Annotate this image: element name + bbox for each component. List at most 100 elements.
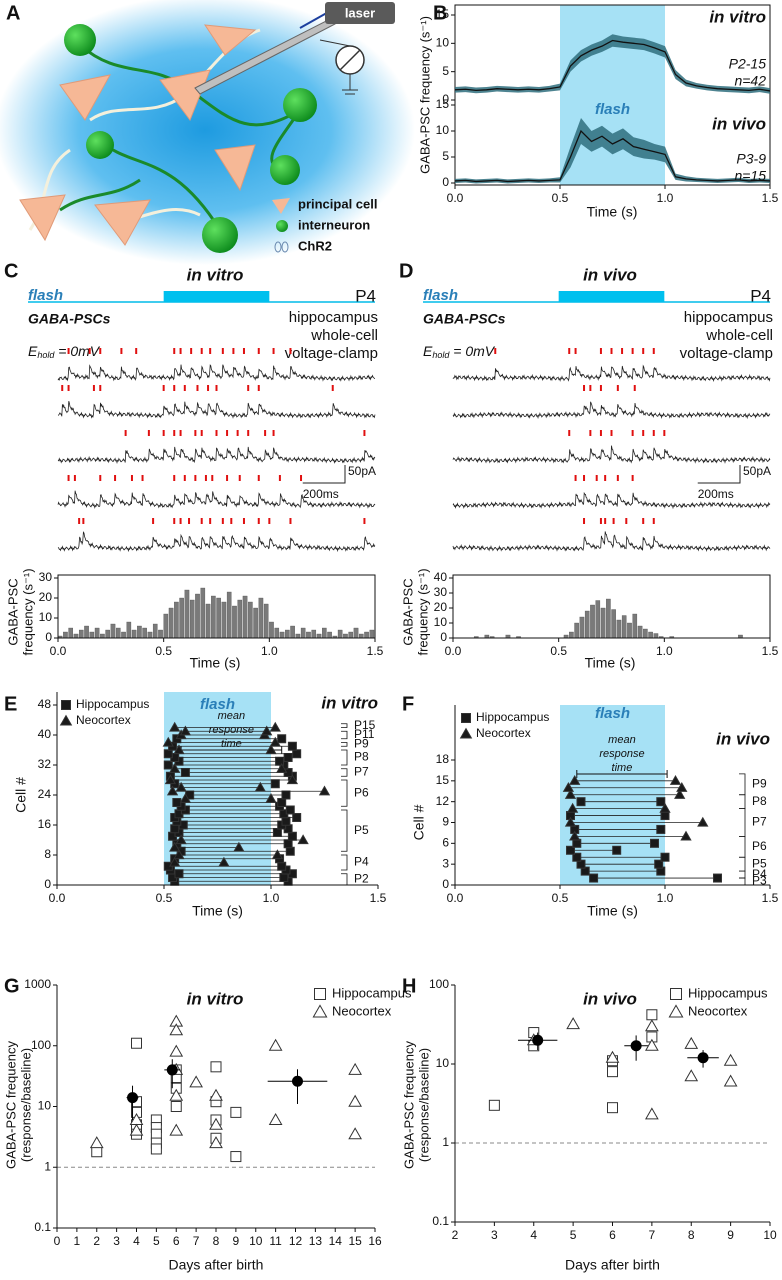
- age-bracket: [341, 723, 348, 728]
- histogram-bar: [327, 631, 332, 639]
- marker-square: [576, 797, 586, 807]
- marker-triangle: [318, 785, 331, 796]
- marker-square: [210, 1061, 222, 1073]
- marker-square: [572, 838, 582, 848]
- chart-title: in vivo: [583, 989, 637, 1008]
- marker-square: [163, 760, 173, 770]
- mean-point: [127, 1092, 139, 1104]
- marker-triangle: [169, 1023, 184, 1036]
- histogram-bar: [78, 629, 84, 639]
- histogram-bar: [253, 607, 258, 639]
- marker-square: [656, 824, 666, 834]
- age-label: P4: [354, 855, 369, 869]
- x-tick-label: 16: [368, 1234, 382, 1248]
- x-tick-label: 9: [727, 1228, 734, 1242]
- trace-label: GABA-PSCs: [28, 311, 111, 327]
- y-tick-label: 0: [45, 630, 52, 644]
- annotation: mean: [608, 734, 636, 746]
- y-axis-label: GABA-PSC: [400, 578, 415, 645]
- plot-frame: [454, 4, 771, 186]
- y-tick-label: 100: [31, 1038, 51, 1052]
- histogram-bar: [84, 625, 89, 639]
- marker-triangle: [89, 1136, 104, 1149]
- age-bracket: [341, 742, 348, 747]
- age-label: P4: [750, 286, 771, 305]
- flash-label: flash: [28, 287, 63, 304]
- histogram-bar: [343, 633, 348, 639]
- age-bracket: [739, 794, 746, 810]
- age-label: P5: [752, 856, 767, 870]
- marker-square: [612, 845, 622, 855]
- marker-triangle: [169, 1044, 184, 1057]
- histogram-bar: [237, 599, 243, 639]
- x-axis-label: Time (s): [587, 204, 638, 220]
- marker-triangle: [179, 725, 192, 736]
- marker-triangle: [348, 1094, 362, 1107]
- histogram-bar: [195, 593, 200, 639]
- histogram-bar: [322, 627, 327, 639]
- x-tick-label: 3: [491, 1228, 498, 1242]
- voltage-trace: [452, 491, 771, 510]
- x-axis-label: Time (s): [190, 655, 241, 671]
- histogram-bar: [110, 623, 116, 639]
- age-bracket: [341, 873, 348, 886]
- marker-triangle: [268, 1038, 283, 1051]
- x-tick-label: 10: [763, 1228, 777, 1242]
- marker-square: [277, 861, 287, 871]
- age-bracket: [739, 870, 746, 879]
- y-axis-label: GABA-PSC frequency: [3, 1041, 18, 1169]
- ehold-label: Ehold = 0mV: [423, 343, 496, 361]
- legend-chr2: [274, 241, 289, 253]
- marker-square: [174, 869, 184, 879]
- histogram-bar: [73, 633, 79, 639]
- y-tick-label: 18: [436, 752, 450, 766]
- subplot-note: P2-15: [729, 56, 767, 72]
- y-tick-label: 0.1: [34, 1220, 51, 1234]
- histogram-bar: [189, 599, 195, 639]
- voltage-trace: [57, 490, 376, 509]
- x-tick-label: 0.5: [156, 891, 173, 905]
- age-label: P9: [752, 776, 767, 790]
- histogram-bar: [279, 631, 285, 639]
- marker-triangle: [684, 1069, 699, 1082]
- marker-square: [172, 798, 182, 807]
- x-tick-label: 1.5: [762, 891, 779, 905]
- age-label: P4: [752, 867, 767, 881]
- laser-label: laser: [345, 5, 375, 20]
- marker-triangle: [169, 762, 181, 773]
- histogram-bar: [105, 629, 110, 639]
- histogram-bar: [216, 597, 221, 639]
- plot-frame: [452, 574, 771, 639]
- legend-label: Neocortex: [476, 726, 531, 740]
- marker-triangle: [269, 721, 281, 732]
- amplifier-needle: [339, 49, 361, 71]
- age-label: P15: [354, 718, 376, 732]
- age-bracket: [341, 768, 348, 777]
- marker-square: [275, 756, 285, 766]
- marker-square: [650, 838, 659, 848]
- flash-label: flash: [423, 287, 458, 304]
- y-tick-label: 10: [39, 610, 53, 624]
- histogram-bar: [100, 633, 105, 639]
- histogram-bar: [311, 629, 317, 639]
- marker-square: [131, 1037, 142, 1049]
- scale-label: 50pA: [743, 464, 771, 478]
- flash-label: flash: [200, 696, 235, 713]
- x-tick-label: 6: [609, 1228, 616, 1242]
- subplot-note: n=42: [734, 73, 766, 89]
- y-axis-label: Cell #: [411, 804, 427, 840]
- histogram-bar: [242, 595, 248, 639]
- x-tick-label: 0.5: [550, 644, 567, 658]
- marker-triangle: [59, 714, 73, 726]
- marker-triangle: [218, 856, 230, 867]
- marker-square: [230, 1151, 242, 1163]
- histogram-bar: [248, 601, 253, 639]
- marker-square: [230, 1106, 242, 1118]
- marker-triangle: [286, 774, 299, 785]
- age-label: P7: [354, 765, 369, 779]
- x-tick-label: 2: [93, 1234, 100, 1248]
- histogram-bar: [358, 633, 364, 639]
- marker-triangle: [668, 1004, 684, 1018]
- y-tick-label: 24: [38, 787, 52, 801]
- marker-square: [91, 1146, 103, 1158]
